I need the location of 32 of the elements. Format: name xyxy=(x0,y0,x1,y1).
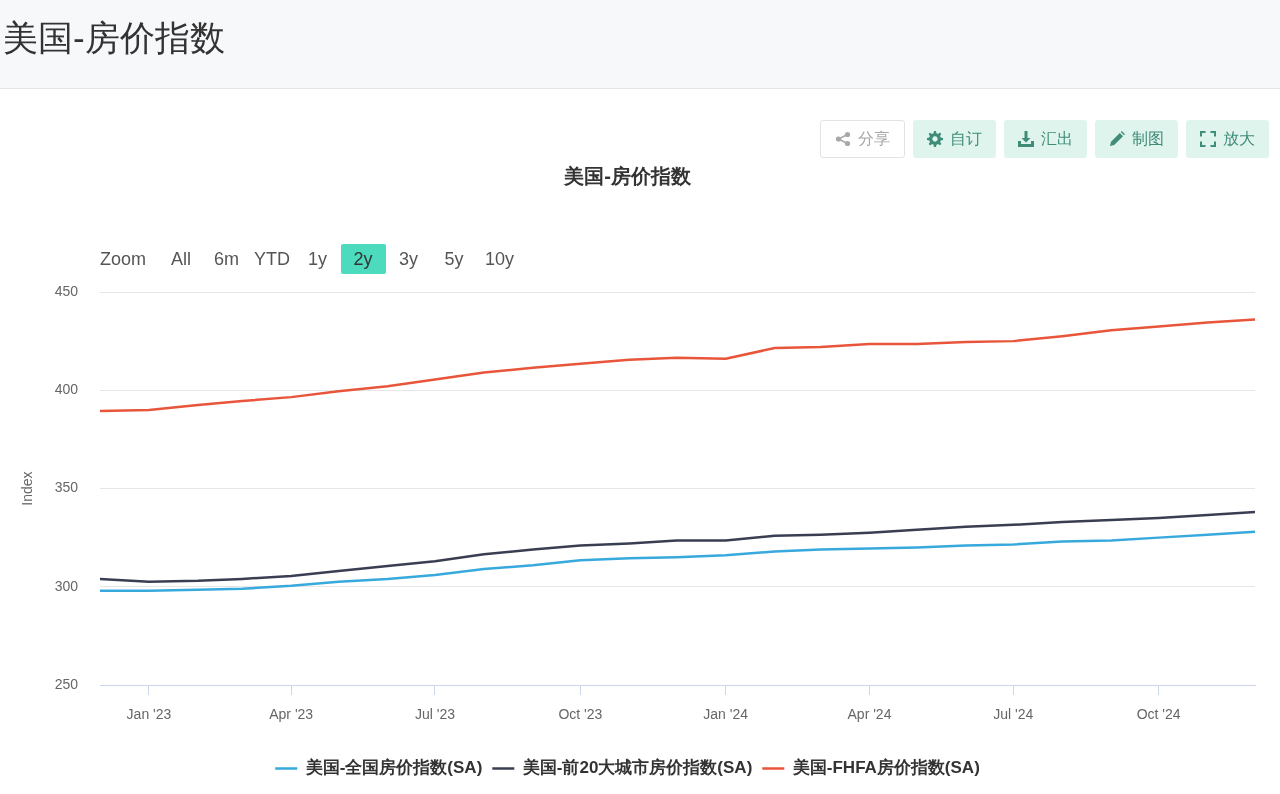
toolbar-button[interactable]: 汇出 xyxy=(1004,120,1087,158)
y-tick-label: 450 xyxy=(54,282,79,299)
y-tick-label: 250 xyxy=(54,675,79,692)
range-button[interactable]: 3y xyxy=(386,244,431,274)
range-button[interactable]: All xyxy=(158,244,204,274)
range-button[interactable]: 6m xyxy=(204,244,249,274)
text: Zoom xyxy=(100,248,147,271)
range-button[interactable]: 5y xyxy=(431,244,477,274)
toolbar-button[interactable]: 自订 xyxy=(913,120,996,158)
y-tick-label: 400 xyxy=(54,381,79,398)
toolbar-button[interactable]: 放大 xyxy=(1186,120,1269,158)
x-tick-label: Jan '23 xyxy=(126,706,172,723)
y-axis-title: Index xyxy=(19,471,36,506)
range-button[interactable]: YTD xyxy=(249,244,295,274)
x-tick-label: Jul '23 xyxy=(414,706,456,723)
x-tick-label: Jan '24 xyxy=(703,706,749,723)
legend-label: 美国-FHFA房价指数(SA) xyxy=(791,758,980,778)
x-tick-label: Jul '24 xyxy=(993,706,1034,723)
x-tick-label: Oct '24 xyxy=(1136,706,1181,723)
legend-label: 美国-前20大城市房价指数(SA) xyxy=(521,758,753,778)
chart-title: 美国-房价指数 xyxy=(563,164,692,187)
x-tick-label: Apr '23 xyxy=(269,706,314,723)
toolbar-button[interactable]: 制图 xyxy=(1095,120,1178,158)
y-tick-label: 300 xyxy=(54,577,79,594)
y-tick-label: 350 xyxy=(54,479,79,496)
legend-label: 美国-全国房价指数(SA) xyxy=(304,758,483,778)
x-tick-label: Oct '23 xyxy=(558,706,603,723)
range-button[interactable]: 2y xyxy=(340,244,386,274)
chart-title: 美国-房价指数 xyxy=(3,18,225,57)
x-tick-label: Apr '24 xyxy=(847,706,892,723)
range-button[interactable]: 1y xyxy=(295,244,340,274)
range-button[interactable]: 10y xyxy=(477,244,522,274)
